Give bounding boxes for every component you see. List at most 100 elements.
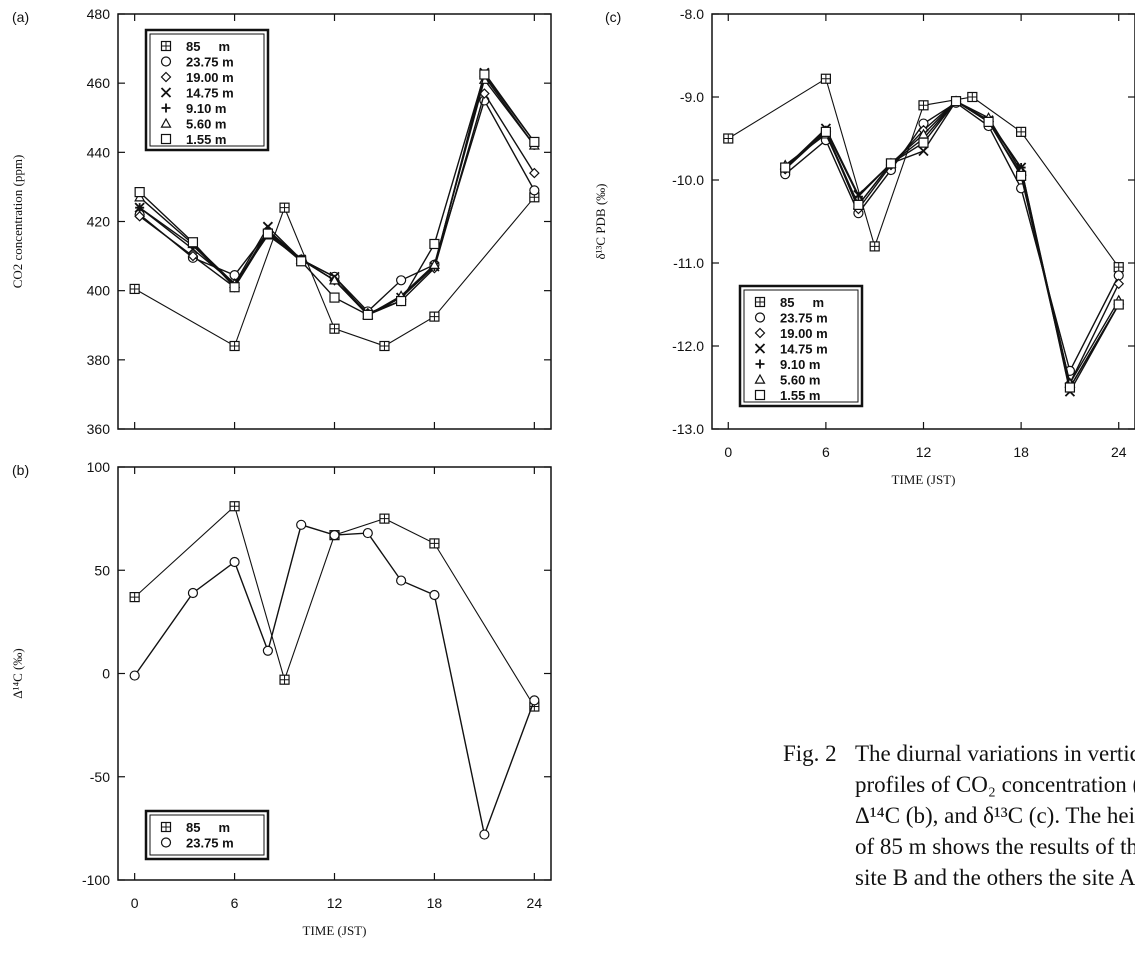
legend-inner-frame-a [149, 33, 265, 147]
y-tick-label-c: -10.0 [672, 172, 704, 188]
data-point-b-1 [429, 589, 440, 601]
caption-line-1: The diurnal variations in vertical [855, 741, 1135, 766]
legend-marker-a-6 [160, 133, 172, 145]
data-point-b-1 [479, 829, 490, 840]
caption-line-5: site B and the others the site A. [855, 865, 1135, 890]
y-axis-label-a: CO2 concentration (ppm) [10, 155, 25, 289]
legend-c: 85 m23.75 m19.00 m14.75 m9.10 m5.60 m1.5… [738, 284, 864, 408]
x-tick-label-b: 12 [327, 895, 343, 911]
data-point-a-6 [479, 69, 490, 80]
data-point-c-6 [853, 199, 864, 210]
series-c-6 [780, 96, 1124, 393]
legend-marker-a-0-cross [161, 41, 171, 51]
legend-marker-c-6 [754, 389, 766, 401]
x-tick-label-b: 18 [427, 895, 443, 911]
series-line-c-6 [784, 100, 1120, 390]
data-point-b-1 [187, 587, 199, 599]
panel-label-a: (a) [12, 9, 29, 25]
data-point-a-6 [187, 237, 199, 248]
legend-label-c-6: 1.55 m [780, 388, 820, 403]
legend-marker-c-3 [754, 343, 766, 354]
legend-a: 85 m23.75 m19.00 m14.75 m9.10 m5.60 m1.5… [144, 28, 270, 152]
data-point-a-5 [428, 258, 440, 269]
data-point-b-1 [396, 575, 407, 586]
x-tick-label-c: 6 [822, 444, 830, 460]
series-b-1 [129, 519, 540, 840]
legend-label-a-0: 85 m [186, 39, 230, 54]
panel-a: (a) 360 380 400 420 440 460 480 CO2 concentratio… [10, 6, 552, 437]
x-tick-label-b: 6 [231, 895, 239, 911]
data-point-a-4 [135, 203, 145, 213]
data-point-c-6 [885, 158, 897, 169]
x-axis-label-c: TIME (JST) [892, 472, 956, 487]
data-point-a-6 [229, 282, 240, 293]
caption-first-line: Fig. 2 The diurnal variations in vertical [783, 738, 1135, 769]
y-tick-label-a: 440 [87, 144, 111, 160]
data-point-b-0-cross [379, 514, 389, 524]
data-point-b-0-cross [280, 675, 290, 685]
y-tick-label-a: 380 [87, 352, 111, 368]
legend-label-c-1: 23.75 m [780, 311, 828, 326]
data-point-a-6 [362, 309, 373, 320]
data-point-c-6 [950, 96, 962, 107]
x-tick-label-c: 18 [1013, 444, 1029, 460]
data-point-a-1 [529, 185, 540, 196]
legend-marker-c-0-cross [755, 297, 765, 307]
y-tick-label-a: 360 [87, 421, 111, 437]
legend-marker-a-3 [160, 87, 172, 98]
caption-line-3: Δ¹⁴C (b), and δ¹³C (c). The height [855, 803, 1135, 828]
legend-marker-a-1 [160, 56, 172, 67]
y-tick-label-c: -8.0 [680, 6, 704, 22]
data-point-c-0-cross [870, 241, 880, 251]
data-point-b-1 [296, 519, 307, 530]
y-tick-label-b: -50 [90, 769, 110, 785]
legend-label-c-3: 14.75 m [780, 342, 828, 357]
data-point-a-6 [262, 228, 273, 239]
y-tick-label-b: 100 [87, 459, 111, 475]
y-tick-label-b: 0 [102, 666, 110, 682]
y-tick-label-a: 460 [87, 75, 111, 91]
data-point-a-0-cross [280, 203, 290, 213]
caption-line-2: profiles of CO₂ concentration (a), [855, 772, 1135, 797]
data-point-c-0-cross [967, 92, 977, 102]
y-tick-label-c: -9.0 [680, 89, 704, 105]
legend-marker-a-4 [161, 103, 171, 113]
y-tick-label-b: 50 [94, 562, 110, 578]
data-point-c-6 [1016, 170, 1027, 181]
data-point-b-1 [529, 695, 540, 706]
legend-marker-c-5 [754, 373, 766, 384]
figure-caption: Fig. 2 The diurnal variations in vertical… [783, 738, 1135, 893]
legend-marker-c-2 [754, 327, 766, 339]
panel-b: (b) -100 -50 0 50 100 0 6 12 18 24 TIME (JST) Δ¹⁴C (… [10, 459, 552, 938]
data-point-b-0-cross [130, 592, 140, 602]
caption-line-4: of 85 m shows the results of the [855, 834, 1135, 859]
data-point-b-1 [129, 670, 140, 681]
data-point-b-1 [329, 530, 340, 541]
legend-marker-c-1 [754, 312, 766, 323]
legend-b: 85 m23.75 m [144, 809, 270, 861]
legend-marker-a-5 [160, 117, 172, 128]
data-point-a-6 [296, 256, 307, 267]
data-point-a-2 [134, 210, 145, 222]
data-point-c-0-cross [919, 100, 928, 110]
data-point-b-1 [262, 645, 273, 656]
x-tick-label-c: 12 [916, 444, 932, 460]
data-point-a-6 [396, 295, 407, 307]
data-point-a-6 [529, 136, 540, 148]
data-point-c-6 [1064, 382, 1076, 393]
data-point-a-6 [329, 292, 340, 303]
series-c-0 [723, 73, 1124, 273]
legend-label-a-3: 14.75 m [186, 86, 234, 101]
y-axis-label-b: Δ¹⁴C (‰) [10, 648, 25, 698]
panel-c: (c) -13.0 -12.0 -11.0 -10.0 -9.0 -8.0 0 6 12 18 24 T… [593, 6, 1135, 487]
legend-label-c-5: 5.60 m [780, 373, 820, 388]
legend-marker-a-2 [160, 71, 172, 83]
data-point-a-0-cross [330, 324, 339, 334]
series-line-b-1 [134, 523, 535, 838]
legend-frame-b [144, 809, 270, 861]
data-point-a-0-cross [379, 341, 389, 351]
data-point-c-2 [1113, 278, 1125, 290]
legend-marker-b-1 [160, 837, 172, 848]
legend-label-a-4: 9.10 m [186, 101, 226, 116]
data-point-c-6 [918, 137, 929, 148]
